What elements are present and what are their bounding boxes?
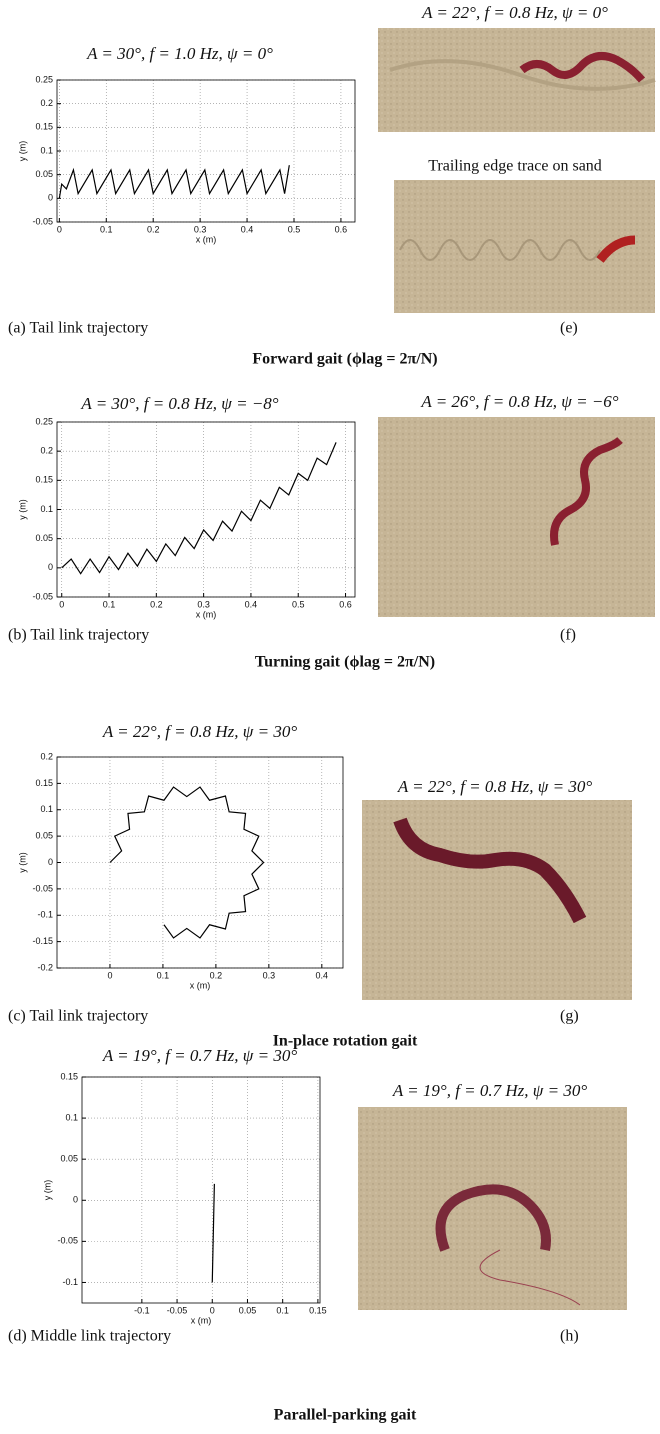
x-tick-label: -0.05 — [167, 1305, 188, 1315]
photo-g — [362, 800, 632, 1000]
gait-title: Turning gait (ϕlag = 2π/N) — [255, 654, 435, 671]
x-tick-label: 0.6 — [339, 599, 352, 609]
y-tick-label: 0.2 — [40, 751, 53, 761]
y-axis-label: y (m) — [42, 1180, 52, 1201]
y-tick-label: 0 — [73, 1195, 78, 1205]
photo-label: (g) — [560, 1008, 579, 1025]
x-tick-label: 0 — [57, 224, 62, 234]
photo-title: Trailing edge trace on sand — [428, 158, 602, 175]
photo-title: A = 19°, f = 0.7 Hz, ψ = 30° — [392, 1081, 587, 1100]
x-tick-label: 0.3 — [263, 970, 276, 980]
gait-title: Parallel-parking gait — [274, 1407, 417, 1424]
y-tick-label: -0.1 — [62, 1277, 78, 1287]
x-axis-label: x (m) — [190, 980, 211, 990]
trajectory — [109, 786, 265, 939]
x-axis-label: x (m) — [191, 1315, 212, 1325]
photo-title: A = 22°, f = 0.8 Hz, ψ = 0° — [421, 3, 608, 22]
y-axis-label: y (m) — [17, 852, 27, 873]
photo-label: (e) — [560, 320, 578, 337]
y-tick-label: 0.15 — [35, 778, 53, 788]
photo-h — [358, 1107, 627, 1310]
chart-title: A = 30°, f = 0.8 Hz, ψ = −8° — [80, 394, 278, 413]
x-axis-label: x (m) — [196, 609, 217, 619]
y-tick-label: -0.1 — [37, 910, 53, 920]
trajectory — [58, 165, 290, 199]
y-tick-label: 0.2 — [40, 446, 53, 456]
y-tick-label: -0.15 — [32, 936, 53, 946]
gait-title: In-place rotation gait — [273, 1033, 418, 1050]
x-tick-label: 0.3 — [194, 224, 207, 234]
y-tick-label: 0.1 — [40, 145, 53, 155]
x-tick-label: 0.4 — [245, 599, 258, 609]
x-tick-label: 0.2 — [210, 970, 223, 980]
y-tick-label: 0.25 — [35, 416, 53, 426]
photo-label: (f) — [560, 627, 576, 644]
photo-label: (h) — [560, 1328, 579, 1345]
photo-f — [378, 417, 655, 617]
trajectory — [211, 1183, 215, 1283]
gait-title: Forward gait (ϕlag = 2π/N) — [252, 351, 437, 368]
x-axis-label: x (m) — [196, 234, 217, 244]
chart-title: A = 22°, f = 0.8 Hz, ψ = 30° — [102, 722, 297, 741]
y-tick-label: 0.05 — [35, 533, 53, 543]
y-tick-label: 0.2 — [40, 98, 53, 108]
y-tick-label: 0.05 — [60, 1154, 78, 1164]
y-tick-label: 0.05 — [35, 831, 53, 841]
y-tick-label: 0 — [48, 857, 53, 867]
y-tick-label: 0.15 — [35, 122, 53, 132]
x-tick-label: 0.3 — [197, 599, 210, 609]
caption: (c) Tail link trajectory — [8, 1008, 148, 1025]
y-tick-label: 0.05 — [35, 169, 53, 179]
x-tick-label: 0.4 — [316, 970, 329, 980]
x-tick-label: 0.5 — [292, 599, 305, 609]
y-tick-label: 0 — [48, 562, 53, 572]
x-tick-label: 0.2 — [147, 224, 160, 234]
y-tick-label: -0.05 — [32, 883, 53, 893]
photo-title: A = 22°, f = 0.8 Hz, ψ = 30° — [397, 777, 592, 796]
x-tick-label: 0.1 — [276, 1305, 289, 1315]
y-tick-label: 0 — [48, 193, 53, 203]
x-tick-label: 0.1 — [103, 599, 116, 609]
chart-title: A = 19°, f = 0.7 Hz, ψ = 30° — [102, 1046, 297, 1065]
plot-frame — [56, 79, 356, 223]
y-axis-label: y (m) — [17, 499, 27, 520]
y-tick-label: 0.1 — [40, 804, 53, 814]
x-tick-label: -0.1 — [134, 1305, 150, 1315]
y-tick-label: -0.05 — [32, 216, 53, 226]
y-axis-label: y (m) — [17, 141, 27, 162]
x-tick-label: 0.2 — [150, 599, 163, 609]
x-tick-label: 0.1 — [157, 970, 170, 980]
y-tick-label: 0.25 — [35, 74, 53, 84]
trajectory — [61, 442, 337, 575]
x-tick-label: 0 — [59, 599, 64, 609]
x-tick-label: 0.15 — [309, 1305, 327, 1315]
x-tick-label: 0.05 — [239, 1305, 257, 1315]
plot-frame — [56, 756, 344, 969]
y-tick-label: 0.15 — [35, 475, 53, 485]
plot-frame — [56, 421, 356, 598]
photo-e2 — [394, 180, 655, 313]
x-tick-label: 0.6 — [335, 224, 348, 234]
x-tick-label: 0 — [210, 1305, 215, 1315]
y-tick-label: -0.05 — [57, 1236, 78, 1246]
x-tick-label: 0 — [107, 970, 112, 980]
y-tick-label: 0.15 — [60, 1071, 78, 1081]
photo-title: A = 26°, f = 0.8 Hz, ψ = −6° — [420, 392, 618, 411]
photo-e1 — [378, 28, 656, 132]
chart-title: A = 30°, f = 1.0 Hz, ψ = 0° — [86, 44, 273, 63]
x-tick-label: 0.5 — [288, 224, 301, 234]
y-tick-label: 0.1 — [65, 1112, 78, 1122]
plot-frame — [81, 1076, 321, 1304]
x-tick-label: 0.4 — [241, 224, 254, 234]
caption: (a) Tail link trajectory — [8, 320, 148, 337]
y-tick-label: -0.2 — [37, 962, 53, 972]
caption: (b) Tail link trajectory — [8, 627, 149, 644]
x-tick-label: 0.1 — [100, 224, 113, 234]
caption: (d) Middle link trajectory — [8, 1328, 171, 1345]
y-tick-label: -0.05 — [32, 591, 53, 601]
y-tick-label: 0.1 — [40, 504, 53, 514]
